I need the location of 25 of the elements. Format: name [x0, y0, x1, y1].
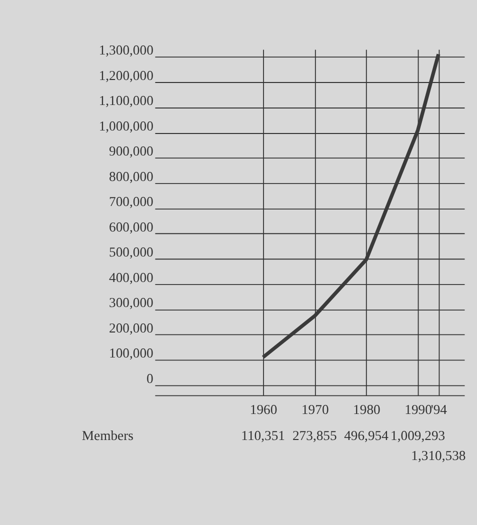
y-tick-label: 100,000	[109, 346, 154, 361]
y-tick-label: 800,000	[109, 168, 154, 184]
y-tick-label: 400,000	[109, 270, 154, 285]
y-tick-label: 300,000	[109, 295, 154, 310]
x-tick-label: 1990	[404, 402, 432, 417]
y-tick-label: 1,200,000	[98, 68, 154, 83]
text: 496,954	[344, 428, 388, 443]
text: Members	[82, 428, 134, 443]
text: 1,310,538	[411, 448, 466, 463]
y-tick-label: 1,000,000	[98, 118, 154, 134]
text: 1,009,293	[390, 428, 446, 443]
y-tick-label: 600,000	[109, 219, 154, 234]
y-tick-label: 1,300,000	[98, 42, 154, 58]
x-tick-label: '94	[430, 402, 448, 417]
text: 273,855	[292, 428, 337, 443]
y-tick-label: 900,000	[109, 144, 154, 159]
x-tick-label: 1960	[250, 402, 278, 417]
y-tick-label: 200,000	[109, 320, 154, 336]
text: 110,351	[241, 428, 285, 443]
x-tick-label: 1980	[353, 402, 381, 417]
y-tick-label: 1,100,000	[98, 93, 154, 108]
y-tick-label: 700,000	[109, 194, 154, 210]
y-tick-label: 500,000	[109, 244, 154, 260]
x-tick-label: 1970	[301, 402, 329, 417]
y-tick-label: 0	[146, 370, 154, 386]
